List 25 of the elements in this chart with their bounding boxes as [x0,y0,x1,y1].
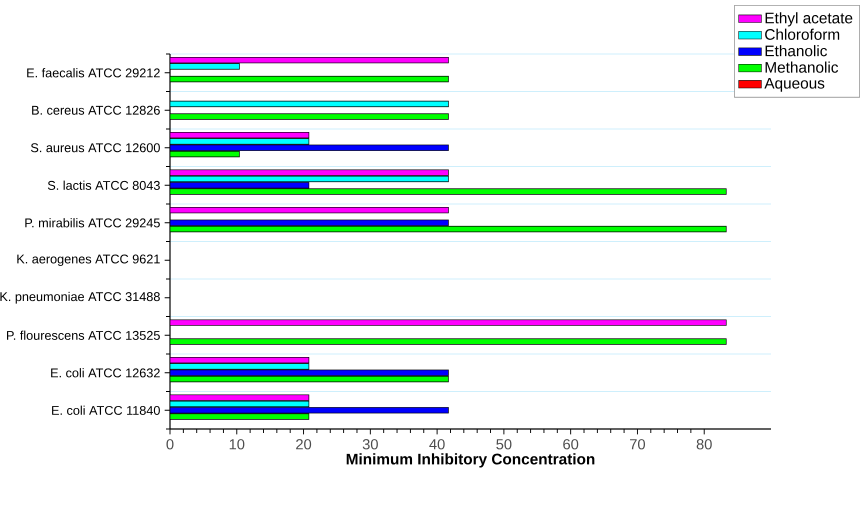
x-tick-label: 20 [296,439,312,450]
y-tick-label: K. pneumoniae ATCC 31488 [0,292,160,304]
y-tick-label: B. cereus ATCC 12826 [32,106,160,115]
x-axis-title: Minimum Inhibitory Concentration [346,453,594,468]
y-tick-label: S. lactis ATCC 8043 [48,180,160,190]
x-tick-label: 70 [630,439,646,450]
y-tick-label: P. flourescens ATCC 13525 [7,330,160,340]
x-tick-label: 0 [166,439,174,450]
legend-label: Ethyl acetate [766,12,852,26]
x-tick-label: 60 [563,439,578,450]
y-tick-label: E. coli ATCC 11840 [52,406,160,415]
legend-label: Ethanolic [766,45,828,56]
legend-label: Chloroform [765,28,840,40]
y-tick-label: E. coli ATCC 12632 [51,368,160,378]
x-tick-label: 10 [230,439,244,450]
y-tick-label: K. aerogenes ATCC 9621 [17,254,160,266]
y-tick-label: S. aureus ATCC 12600 [30,143,160,152]
x-tick-label: 80 [696,439,712,450]
x-tick-label: 40 [429,439,445,450]
y-tick-label: E. faecalis ATCC 29212 [27,68,160,78]
legend-label: Methanolic [766,62,838,73]
y-tick-label: P. mirabilis ATCC 29245 [25,218,160,228]
legend-label: Aqueous [764,78,824,92]
x-tick-label: 30 [362,439,378,450]
x-tick-label: 50 [496,439,512,450]
